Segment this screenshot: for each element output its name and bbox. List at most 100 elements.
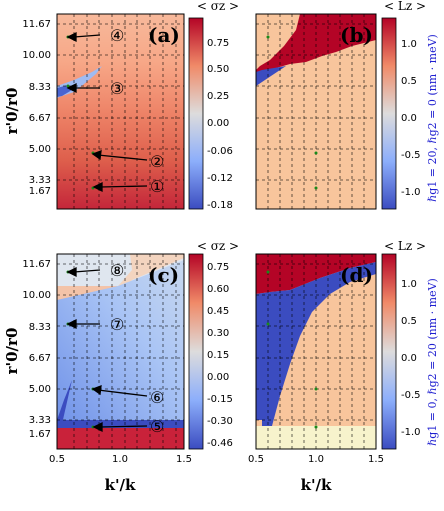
panel-a: ④ ③ ② ① (a) < σz > 11.67 10.00 8.33 6.67…	[22, 0, 239, 211]
y-ticks-a: 11.67 10.00 8.33 6.67 5.00 3.33 1.67	[22, 19, 51, 197]
panel-b: (b) < Lz > 1.0 0.5 0.0 -0.5 -1.0	[255, 0, 426, 210]
panel-c: ⑧ ⑦ ⑥ ⑤ (c) < σz > 11.67 10.00 8.33 6.67…	[22, 239, 239, 465]
cbar-tick: -0.06	[207, 146, 233, 157]
colorbar-title-d: < Lz >	[384, 239, 426, 253]
cbar-tick: 0.5	[401, 316, 417, 327]
marker-point	[66, 84, 70, 88]
y-tick: 8.33	[29, 322, 51, 333]
panel-label-b: (b)	[340, 23, 373, 47]
annotation-1: ①	[150, 177, 164, 196]
grid-c	[57, 254, 184, 449]
cbar-tick: -0.5	[401, 390, 421, 401]
cbar-tick: 0.45	[207, 306, 229, 317]
annotation-7: ⑦	[110, 315, 124, 334]
cbar-tick: 0.5	[401, 76, 417, 87]
marker-point	[314, 151, 318, 155]
cbar-tick: -1.0	[401, 187, 421, 198]
region-c-strong-negative	[57, 380, 72, 424]
colorbar-b	[381, 17, 397, 210]
colorbar-a	[188, 17, 204, 210]
x-tick: 0.5	[248, 454, 264, 465]
annotation-3: ③	[110, 79, 124, 98]
annotation-5: ⑤	[150, 417, 164, 436]
y-tick: 3.33	[29, 175, 51, 186]
annotations-c	[66, 266, 148, 433]
y-tick: 11.67	[22, 19, 51, 30]
cbar-tick: 0.15	[207, 350, 229, 361]
y-tick: 1.67	[29, 186, 51, 197]
x-tick: 1.5	[176, 454, 192, 465]
colorbar-title-a: < σz >	[197, 0, 239, 13]
annotation-8: ⑧	[110, 261, 124, 280]
region-c-band	[57, 420, 184, 428]
colorbar-d	[381, 253, 397, 450]
cbar-tick: 0.0	[401, 353, 417, 364]
marker-point	[266, 35, 270, 39]
y-tick: 5.00	[29, 144, 51, 155]
y-ticks-c: 11.67 10.00 8.33 6.67 5.00 3.33 1.67	[22, 259, 51, 440]
cbar-tick: -0.12	[207, 173, 233, 184]
region-c-negative	[57, 260, 184, 428]
y-tick: 8.33	[29, 82, 51, 93]
cbar-tick: 0.0	[401, 113, 417, 124]
y-axis-label-top: r'0/r0	[3, 88, 21, 135]
cbar-tick: -0.5	[401, 150, 421, 161]
y-tick: 10.00	[22, 290, 51, 301]
region-d-zero	[256, 426, 376, 449]
x-ticks-d: 0.5 1.0 1.5	[248, 454, 384, 465]
colorbar-ticks-a: 0.75 0.50 0.25 0.00 -0.06 -0.12 -0.18	[207, 38, 233, 211]
marker-point	[314, 425, 318, 429]
region-d-negative	[256, 262, 376, 426]
cbar-tick: -0.46	[207, 438, 233, 449]
colorbar-ticks-b: 1.0 0.5 0.0 -0.5 -1.0	[401, 39, 421, 198]
cbar-tick: 0.30	[207, 328, 229, 339]
cbar-tick: 0.00	[207, 372, 229, 383]
cbar-tick: 0.00	[207, 118, 229, 129]
marker-point	[314, 387, 318, 391]
x-tick: 1.5	[368, 454, 384, 465]
cbar-tick: 0.50	[207, 64, 229, 75]
x-tick: 1.0	[112, 454, 128, 465]
cbar-tick: 1.0	[401, 39, 417, 50]
annotation-6: ⑥	[150, 388, 164, 407]
x-ticks-c: 0.5 1.0 1.5	[49, 454, 192, 465]
cbar-tick: -0.30	[207, 416, 233, 427]
y-tick: 1.67	[29, 429, 51, 440]
annotations-a	[66, 31, 148, 193]
cbar-tick: -0.15	[207, 394, 233, 405]
marker-point	[266, 270, 270, 274]
x-axis-label-left: k'/k	[105, 476, 136, 494]
region-b-positive	[256, 14, 376, 72]
annotation-4: ④	[110, 26, 124, 45]
cbar-tick: 0.60	[207, 284, 229, 295]
grid-b	[256, 14, 376, 209]
x-tick: 0.5	[49, 454, 65, 465]
side-label-bottom: ℏg1 = 0, ℏg2 = 20 (nm · meV)	[426, 278, 439, 446]
region-c-bottom	[57, 428, 184, 449]
panel-label-d: (d)	[340, 263, 373, 287]
cbar-tick: 0.75	[207, 38, 229, 49]
y-tick: 11.67	[22, 259, 51, 270]
x-tick: 1.0	[308, 454, 324, 465]
cbar-tick: -1.0	[401, 427, 421, 438]
panel-d: (d) < Lz > 0.5 1.0 1.5 1.0 0.5 0.0 -0.5 …	[248, 239, 426, 465]
panel-label-c: (c)	[148, 263, 179, 287]
marker-point	[266, 322, 270, 326]
panel-label-a: (a)	[148, 23, 180, 47]
colorbar-c	[188, 253, 204, 450]
colorbar-title-c: < σz >	[197, 239, 239, 253]
region-b-negative	[256, 66, 286, 86]
colorbar-ticks-c: 0.75 0.60 0.45 0.30 0.15 0.00 -0.15 -0.3…	[207, 262, 233, 449]
x-axis-label-right: k'/k	[301, 476, 332, 494]
cbar-tick: 0.25	[207, 91, 229, 102]
y-axis-label-bottom: r'0/r0	[3, 328, 21, 375]
side-label-top: ℏg1 = 20, ℏg2 = 0 (nm · meV)	[426, 34, 439, 202]
cbar-tick: 0.75	[207, 262, 229, 273]
grid-a	[57, 14, 184, 209]
colorbar-ticks-d: 1.0 0.5 0.0 -0.5 -1.0	[401, 279, 421, 438]
y-tick: 3.33	[29, 415, 51, 426]
marker-point	[314, 186, 318, 190]
annotation-2: ②	[150, 152, 164, 171]
cbar-tick: 1.0	[401, 279, 417, 290]
